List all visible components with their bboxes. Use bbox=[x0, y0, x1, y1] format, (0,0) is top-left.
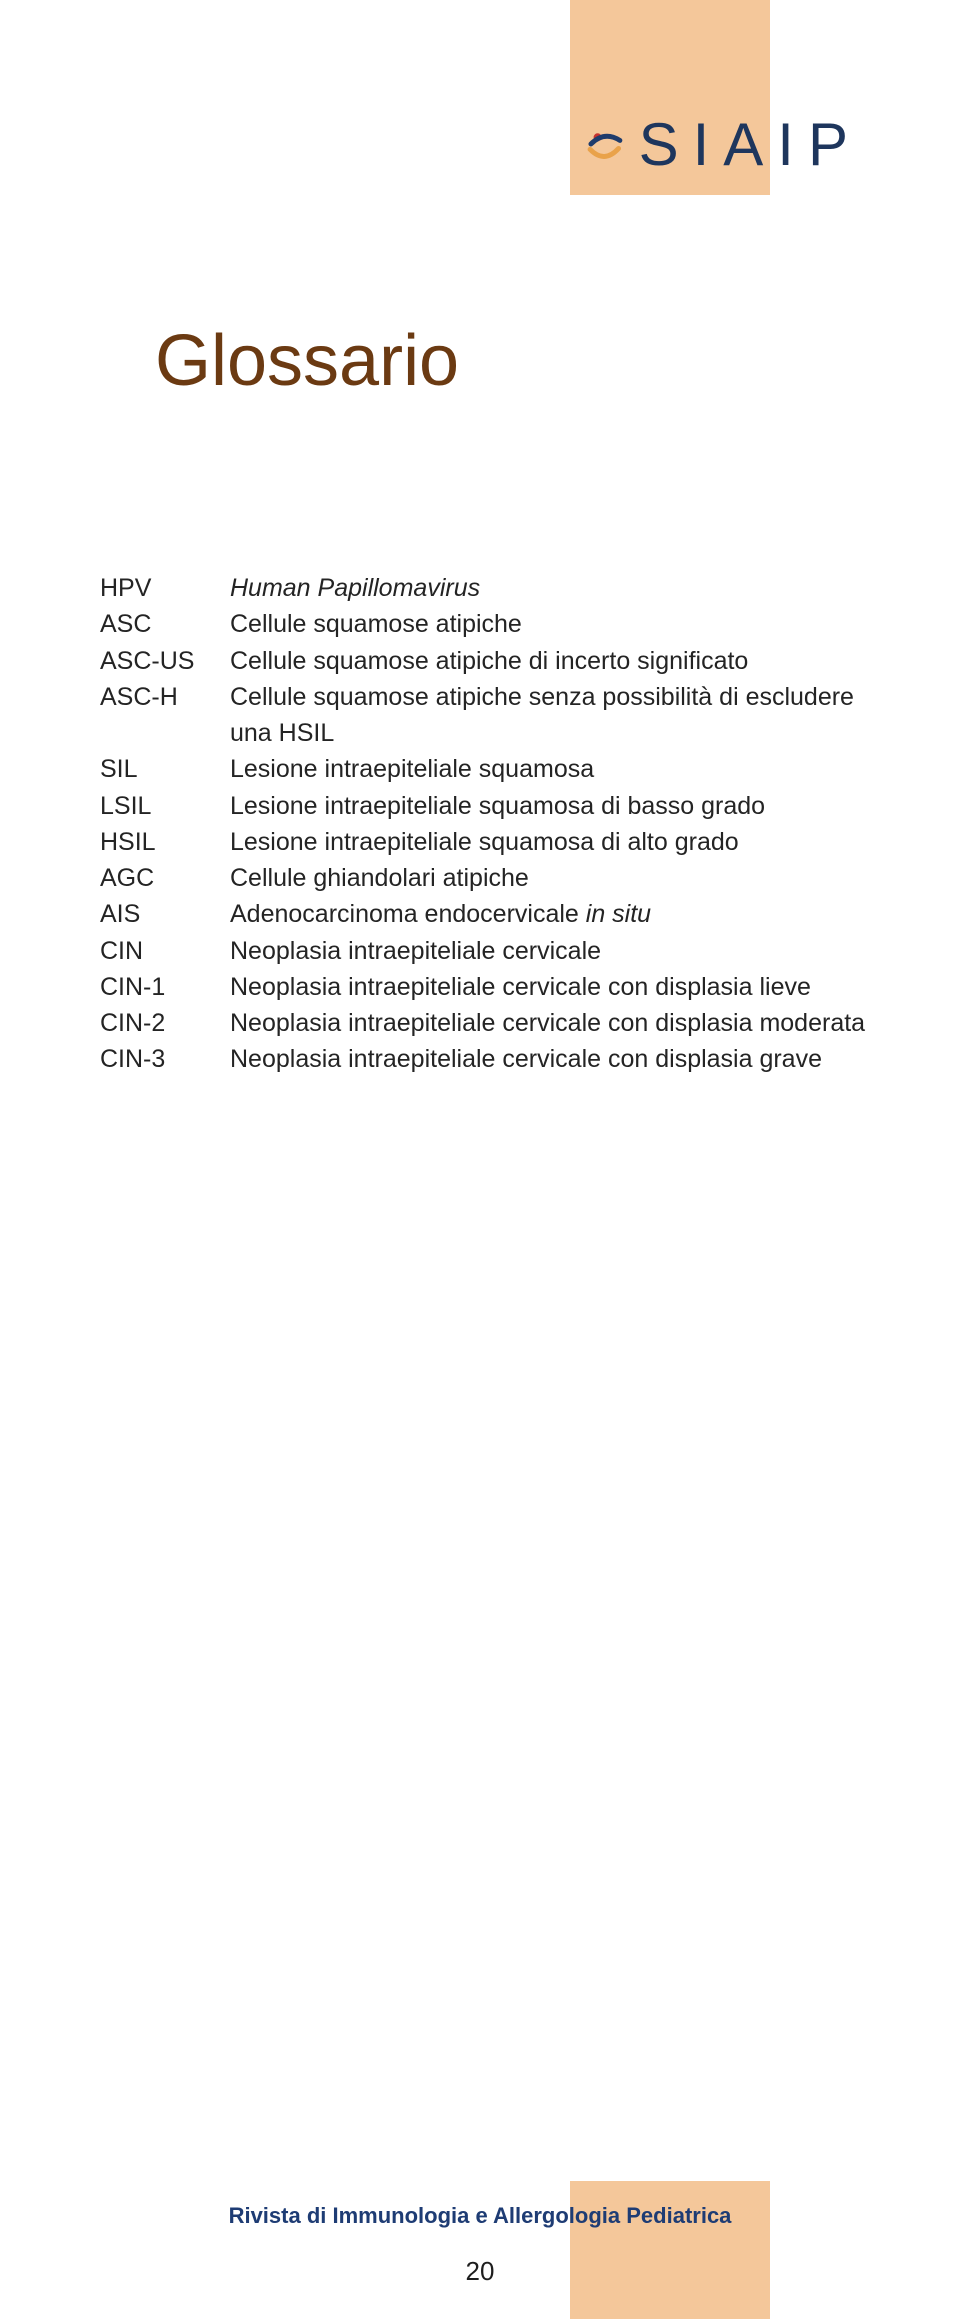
logo-text: SIAIP bbox=[639, 110, 862, 179]
glossary-row: AGCCellule ghiandolari atipiche bbox=[100, 860, 880, 896]
glossary-list: HPVHuman PapillomavirusASCCellule squamo… bbox=[100, 570, 880, 1078]
glossary-definition: Neoplasia intraepiteliale cervicale con … bbox=[230, 969, 880, 1005]
glossary-term: AGC bbox=[100, 860, 230, 896]
glossary-term: CIN-3 bbox=[100, 1041, 230, 1077]
glossary-row: ASC-HCellule squamose atipiche senza pos… bbox=[100, 679, 880, 752]
glossary-term: ASC bbox=[100, 606, 230, 642]
glossary-definition: Neoplasia intraepiteliale cervicale con … bbox=[230, 1005, 880, 1041]
glossary-term: HPV bbox=[100, 570, 230, 606]
glossary-definition: Cellule squamose atipiche bbox=[230, 606, 880, 642]
glossary-definition: Cellule squamose atipiche senza possibil… bbox=[230, 679, 880, 752]
glossary-definition: Neoplasia intraepiteliale cervicale bbox=[230, 933, 880, 969]
glossary-row: CIN-1Neoplasia intraepiteliale cervicale… bbox=[100, 969, 880, 1005]
glossary-row: CIN-3Neoplasia intraepiteliale cervicale… bbox=[100, 1041, 880, 1077]
footer: Rivista di Immunologia e Allergologia Pe… bbox=[0, 2181, 960, 2319]
glossary-definition: Lesione intraepiteliale squamosa di alto… bbox=[230, 824, 880, 860]
glossary-row: CINNeoplasia intraepiteliale cervicale bbox=[100, 933, 880, 969]
glossary-row: LSILLesione intraepiteliale squamosa di … bbox=[100, 788, 880, 824]
page-title: Glossario bbox=[155, 320, 459, 402]
glossary-term: ASC-H bbox=[100, 679, 230, 752]
siaip-logo: SIAIP bbox=[582, 105, 862, 183]
glossary-row: SILLesione intraepiteliale squamosa bbox=[100, 751, 880, 787]
glossary-term: AIS bbox=[100, 896, 230, 932]
journal-title: Rivista di Immunologia e Allergologia Pe… bbox=[0, 2203, 960, 2229]
footer-band bbox=[570, 2181, 770, 2319]
glossary-definition: Human Papillomavirus bbox=[230, 570, 880, 606]
glossary-term: CIN-1 bbox=[100, 969, 230, 1005]
glossary-term: CIN-2 bbox=[100, 1005, 230, 1041]
glossary-definition: Cellule squamose atipiche di incerto sig… bbox=[230, 643, 880, 679]
glossary-row: HPVHuman Papillomavirus bbox=[100, 570, 880, 606]
page-number: 20 bbox=[0, 2256, 960, 2287]
glossary-definition: Neoplasia intraepiteliale cervicale con … bbox=[230, 1041, 880, 1077]
glossary-term: ASC-US bbox=[100, 643, 230, 679]
logo-mark-icon bbox=[582, 105, 627, 183]
glossary-row: CIN-2Neoplasia intraepiteliale cervicale… bbox=[100, 1005, 880, 1041]
glossary-term: CIN bbox=[100, 933, 230, 969]
glossary-definition: Adenocarcinoma endocervicale in situ bbox=[230, 896, 880, 932]
glossary-row: HSILLesione intraepiteliale squamosa di … bbox=[100, 824, 880, 860]
glossary-term: HSIL bbox=[100, 824, 230, 860]
glossary-definition: Cellule ghiandolari atipiche bbox=[230, 860, 880, 896]
glossary-term: SIL bbox=[100, 751, 230, 787]
glossary-definition: Lesione intraepiteliale squamosa di bass… bbox=[230, 788, 880, 824]
glossary-definition: Lesione intraepiteliale squamosa bbox=[230, 751, 880, 787]
glossary-row: ASCCellule squamose atipiche bbox=[100, 606, 880, 642]
glossary-term: LSIL bbox=[100, 788, 230, 824]
glossary-row: AISAdenocarcinoma endocervicale in situ bbox=[100, 896, 880, 932]
glossary-row: ASC-USCellule squamose atipiche di incer… bbox=[100, 643, 880, 679]
